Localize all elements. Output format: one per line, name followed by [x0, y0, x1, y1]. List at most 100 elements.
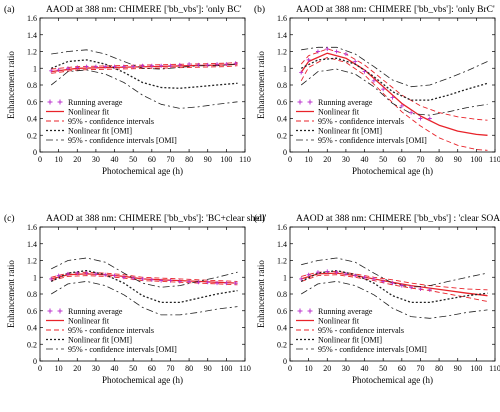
omi-ci-line — [301, 257, 488, 288]
x-tick-label: 90 — [454, 155, 462, 164]
data-point — [103, 272, 108, 277]
panel-label: (d) — [254, 213, 265, 224]
legend-label: Nonlinear fit [OMI] — [68, 127, 132, 136]
data-point — [343, 52, 348, 57]
ci-line — [301, 274, 488, 302]
y-tick-label: 1.4 — [277, 31, 287, 40]
x-tick-label: 0 — [288, 155, 292, 164]
x-tick-label: 10 — [55, 155, 63, 164]
data-point — [381, 87, 386, 92]
data-point — [187, 62, 192, 67]
data-point — [112, 273, 117, 278]
omi-ci-line — [300, 68, 488, 116]
legend-marker — [57, 99, 63, 105]
x-tick-label: 50 — [379, 155, 387, 164]
legend-marker — [47, 308, 53, 314]
fit-line — [301, 272, 488, 297]
y-tick-label: 1.4 — [277, 240, 287, 249]
y-tick-label: 1 — [283, 64, 287, 73]
data-point — [84, 271, 89, 276]
x-tick-label: 20 — [73, 364, 81, 373]
y-tick-label: 1.2 — [277, 257, 287, 266]
data-point — [299, 276, 304, 281]
omi-ci-line — [51, 49, 238, 70]
data-point — [334, 49, 339, 54]
running-average-points — [299, 46, 432, 121]
data-point — [56, 67, 61, 72]
data-point — [306, 57, 311, 62]
data-point — [409, 110, 414, 115]
data-point — [409, 285, 414, 290]
x-tick-label: 100 — [470, 364, 482, 373]
legend-label: Nonlinear fit — [68, 317, 110, 326]
data-point — [75, 65, 80, 70]
data-point — [149, 63, 154, 68]
data-point — [84, 64, 89, 69]
x-tick-label: 30 — [342, 155, 350, 164]
data-point — [177, 62, 182, 67]
y-tick-label: 1.2 — [27, 257, 37, 266]
legend-label: Nonlinear fit [OMI] — [68, 336, 132, 345]
legend-marker — [297, 99, 303, 105]
legend-marker — [297, 308, 303, 314]
y-tick-label: 1.2 — [27, 48, 37, 57]
x-tick-label: 110 — [489, 155, 500, 164]
data-point — [168, 278, 173, 283]
y-tick-label: 0.2 — [277, 340, 287, 349]
y-tick-label: 0.8 — [27, 290, 37, 299]
x-tick-label: 0 — [38, 155, 42, 164]
data-point — [362, 69, 367, 74]
legend-label: Nonlinear fit [OMI] — [318, 336, 382, 345]
legend-label: 95% - confidence intervals [OMI] — [318, 136, 427, 145]
fit-line — [300, 52, 488, 136]
data-point — [56, 273, 61, 278]
y-tick-label: 0.6 — [277, 307, 287, 316]
x-tick-label: 60 — [398, 155, 406, 164]
omi-fit-line — [50, 59, 238, 89]
legend-label: 95% - confidence intervals — [318, 326, 404, 335]
omi-ci-line — [300, 281, 488, 319]
data-point — [65, 66, 70, 71]
plot-area — [49, 49, 238, 109]
y-axis-label: Enhancement ratio — [256, 51, 266, 119]
chart-title: AAOD at 388 nm: CHIMERE ['bb_vbs']: 'onl… — [296, 5, 495, 15]
running-average-points — [49, 271, 238, 286]
x-tick-label: 30 — [92, 364, 100, 373]
y-tick-label: 0.6 — [27, 307, 37, 316]
x-tick-label: 20 — [323, 364, 331, 373]
data-point — [427, 116, 432, 121]
data-point — [131, 64, 136, 69]
legend-label: 95% - confidence intervals [OMI] — [68, 345, 177, 354]
x-tick-label: 50 — [129, 364, 137, 373]
data-point — [205, 280, 210, 285]
y-tick-label: 0.4 — [27, 324, 37, 333]
legend-label: 95% - confidence intervals [OMI] — [68, 136, 177, 145]
legend-label: 95% - confidence intervals — [318, 117, 404, 126]
ci-line — [301, 270, 488, 291]
legend-label: Nonlinear fit — [68, 108, 110, 117]
x-tick-label: 70 — [416, 364, 424, 373]
y-tick-label: 0 — [283, 148, 287, 157]
x-tick-label: 40 — [111, 155, 119, 164]
x-tick-label: 100 — [220, 364, 232, 373]
data-point — [418, 286, 423, 291]
data-point — [233, 281, 238, 286]
y-tick-label: 0.8 — [277, 290, 287, 299]
data-point — [49, 68, 54, 73]
data-point — [390, 281, 395, 286]
data-point — [306, 272, 311, 277]
data-point — [140, 276, 145, 281]
legend-marker — [307, 308, 313, 314]
omi-ci-line — [301, 46, 488, 88]
x-tick-label: 110 — [239, 155, 251, 164]
y-tick-label: 0.8 — [27, 81, 37, 90]
data-point — [215, 281, 220, 286]
x-tick-label: 90 — [454, 364, 462, 373]
x-tick-label: 110 — [239, 364, 251, 373]
data-point — [390, 95, 395, 100]
data-point — [371, 78, 376, 83]
panel-d: (d) AAOD at 388 nm: CHIMERE ['bb_vbs'] : … — [254, 213, 500, 385]
running-average-points — [49, 61, 238, 73]
